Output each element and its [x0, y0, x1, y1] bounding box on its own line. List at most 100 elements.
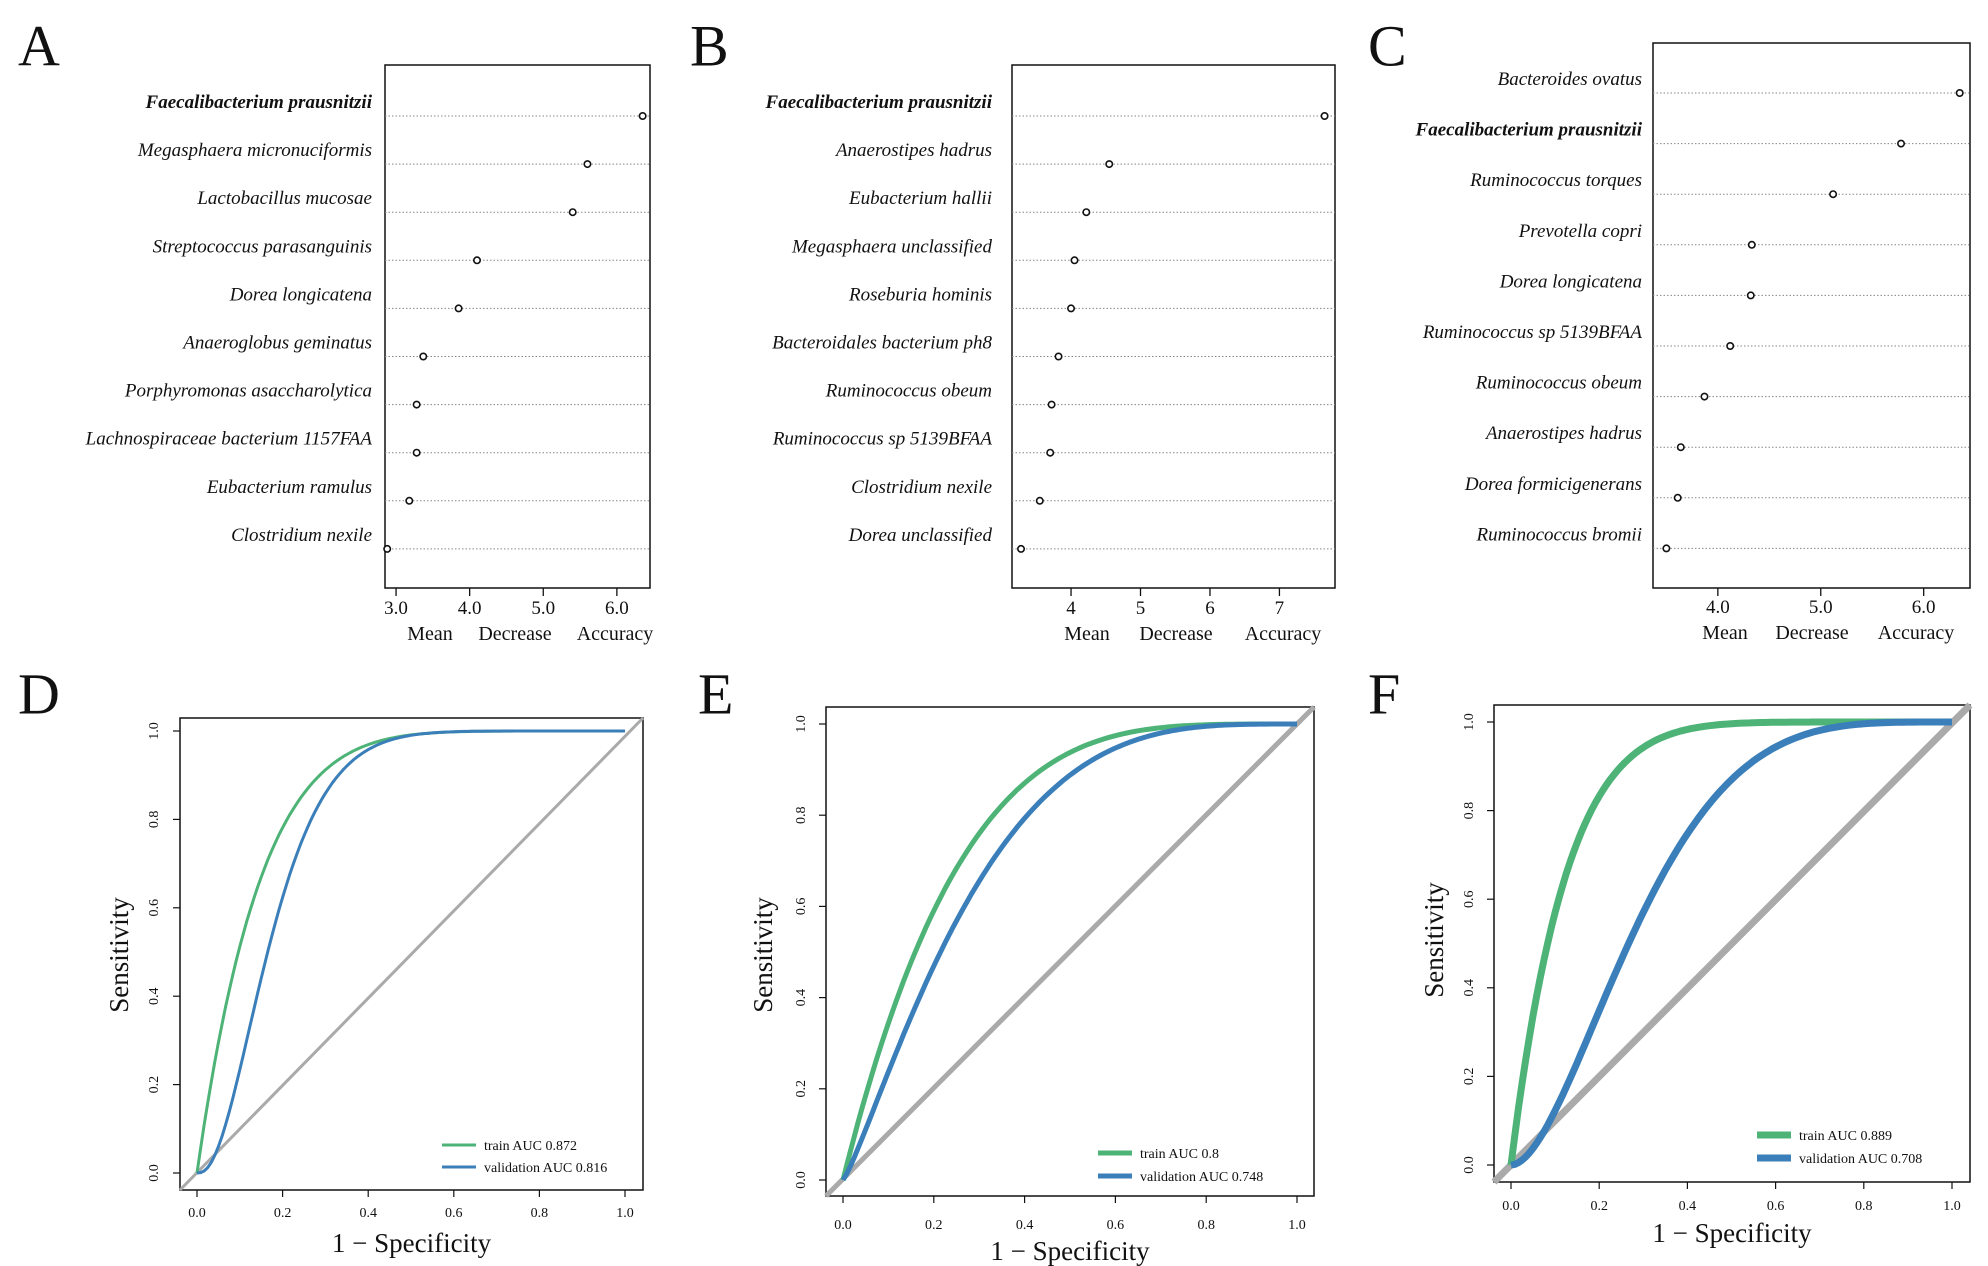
data-point [1321, 113, 1327, 119]
panel-f-roc: F0.00.00.20.20.40.40.60.60.80.81.01.01 −… [1368, 661, 1970, 1248]
species-label: Dorea unclassified [848, 525, 993, 546]
y-tick-label: 0.2 [794, 1080, 809, 1098]
y-tick-label: 0.0 [147, 1164, 162, 1182]
y-axis-label: Sensitivity [1419, 882, 1449, 998]
data-point [1037, 498, 1043, 504]
species-label: Clostridium nexile [851, 477, 992, 498]
legend-entry: validation AUC 0.708 [1799, 1152, 1922, 1167]
data-point [1675, 495, 1681, 501]
x-tick-label: 0.2 [274, 1206, 292, 1221]
panel-c-dotchart: C Bacteroides ovatus Faecalibacterium prau… [1368, 13, 1970, 644]
y-tick-label: 1.0 [794, 715, 809, 733]
data-point [1055, 353, 1061, 359]
species-label: Dorea longicatena [1499, 271, 1642, 292]
species-label: Dorea longicatena [229, 284, 372, 305]
x-tick-label: 0.4 [359, 1206, 377, 1221]
data-point [1663, 545, 1669, 551]
x-tick-label: 0.2 [1590, 1199, 1608, 1214]
species-label: Eubacterium hallii [848, 188, 992, 209]
species-label: Ruminococcus sp 5139BFAA [772, 429, 993, 450]
data-point [413, 401, 419, 407]
y-tick-label: 0.0 [1462, 1156, 1477, 1174]
x-tick-label: 4 [1066, 598, 1076, 619]
x-tick-label: 0.6 [445, 1206, 463, 1221]
species-label: Faecalibacterium prausnitzii [765, 92, 993, 113]
species-label: Lachnospiraceae bacterium 1157FAA [85, 429, 373, 450]
y-tick-label: 0.8 [794, 806, 809, 824]
plot-frame [1653, 43, 1970, 588]
data-point [384, 546, 390, 552]
x-tick-label: 0.4 [1679, 1199, 1697, 1214]
x-tick-label: 4.0 [1706, 597, 1730, 618]
x-tick-label: 5 [1136, 598, 1146, 619]
species-label: Dorea formicigenerans [1464, 474, 1642, 495]
y-tick-label: 0.8 [1462, 802, 1477, 820]
y-axis-label: Sensitivity [748, 897, 778, 1013]
chance-diagonal [180, 718, 643, 1190]
data-point [1071, 257, 1077, 263]
x-axis-label-word: Mean [1064, 623, 1110, 645]
species-label: Faecalibacterium prausnitzii [1415, 120, 1643, 141]
data-point [1749, 242, 1755, 248]
x-tick-label: 1.0 [1288, 1218, 1306, 1233]
species-label: Ruminococcus sp 5139BFAA [1422, 322, 1643, 343]
legend-entry: validation AUC 0.816 [484, 1161, 607, 1176]
species-label: Megasphaera micronuciformis [137, 140, 372, 161]
panel-e-roc: E0.00.00.20.20.40.40.60.60.80.81.01.01 −… [698, 661, 1314, 1266]
species-label: Anaerostipes hadrus [834, 140, 992, 161]
legend: train AUC 0.8 validation AUC 0.748 [1098, 1147, 1263, 1185]
plot-frame [1012, 65, 1335, 588]
data-point [570, 209, 576, 215]
data-point [1083, 209, 1089, 215]
x-axis-label: 1 − Specificity [990, 1236, 1150, 1266]
x-axis-label-word: Decrease [478, 623, 551, 645]
data-point [1068, 305, 1074, 311]
x-tick-label: 0.2 [925, 1218, 943, 1233]
plot-frame [385, 65, 650, 588]
data-point [1678, 444, 1684, 450]
chance-diagonal [826, 707, 1314, 1196]
panel-label-b: B [690, 13, 729, 78]
figure-canvas: A Faecalibacterium prausnitzii Megasphaera… [0, 0, 1988, 1266]
species-label: Anaeroglobus geminatus [181, 333, 372, 354]
x-tick-label: 0.0 [1502, 1199, 1520, 1214]
species-label: Ruminococcus torques [1469, 170, 1642, 191]
x-tick-label: 3.0 [384, 598, 408, 619]
species-label: Lactobacillus mucosae [196, 188, 372, 209]
species-label: Faecalibacterium prausnitzii [145, 92, 373, 113]
x-tick-label: 6.0 [1912, 597, 1936, 618]
x-tick-label: 0.6 [1107, 1218, 1125, 1233]
species-label: Roseburia hominis [848, 284, 992, 305]
panel-b-dotchart: B Faecalibacterium prausnitzii Anaerostipe… [690, 13, 1335, 645]
species-label: Eubacterium ramulus [206, 477, 372, 498]
data-point [584, 161, 590, 167]
x-tick-label: 6 [1205, 598, 1215, 619]
species-label: Bacteroides ovatus [1498, 69, 1642, 90]
x-axis-label-word: Accuracy [577, 623, 654, 645]
species-label: Prevotella copri [1518, 221, 1642, 242]
panel-label-a: A [18, 13, 60, 78]
y-tick-label: 0.4 [1462, 979, 1477, 997]
y-tick-label: 0.4 [147, 987, 162, 1005]
x-tick-label: 0.8 [1197, 1218, 1215, 1233]
x-axis-label-word: Mean [407, 623, 453, 645]
panel-label-f: F [1368, 661, 1400, 726]
x-tick-label: 0.0 [188, 1206, 206, 1221]
data-point [406, 498, 412, 504]
data-point [1748, 292, 1754, 298]
y-tick-label: 0.6 [1462, 890, 1477, 908]
data-point [1048, 401, 1054, 407]
x-axis-label-word: Decrease [1775, 622, 1848, 644]
data-point [1898, 140, 1904, 146]
x-axis-label-word: Accuracy [1878, 622, 1955, 644]
panel-label-e: E [698, 661, 733, 726]
species-label: Ruminococcus bromii [1475, 524, 1642, 545]
data-point [1957, 90, 1963, 96]
data-point [474, 257, 480, 263]
y-tick-label: 0.6 [794, 898, 809, 916]
species-label: Streptococcus parasanguinis [153, 236, 372, 257]
y-tick-label: 0.6 [147, 899, 162, 917]
panel-label-c: C [1368, 13, 1407, 78]
y-tick-label: 0.4 [794, 989, 809, 1007]
legend-entry: train AUC 0.8 [1140, 1147, 1219, 1162]
